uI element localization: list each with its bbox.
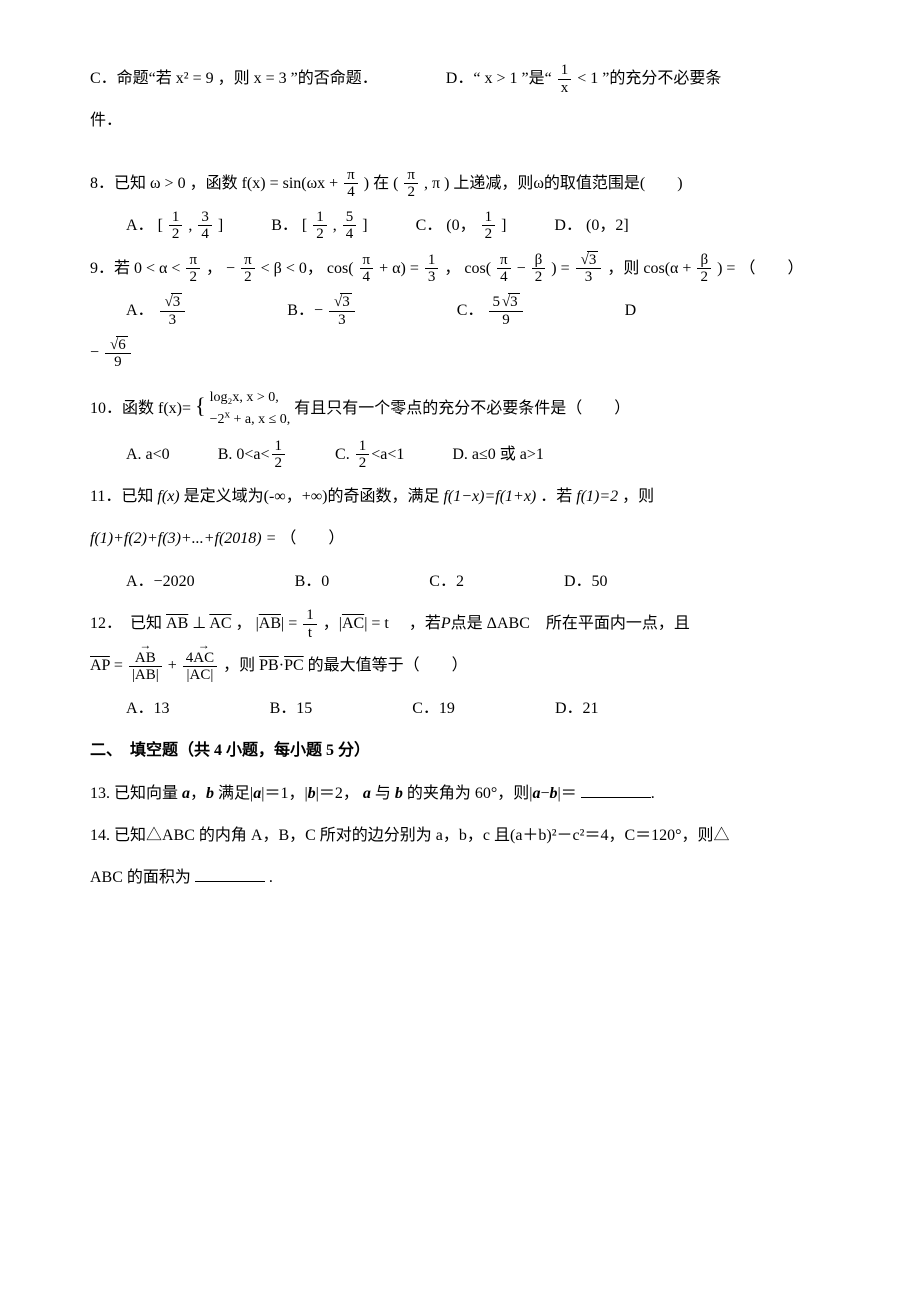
q7-d-eq: x > 1 [484, 70, 517, 87]
q7-d-pre: D．“ [446, 70, 481, 87]
q7-c-eq2: x = 3 [254, 70, 287, 87]
q11-optB: B．0 [295, 563, 330, 601]
q10-optD: D. a≤0 或 a>1 [452, 436, 544, 474]
q9-tail: − 69 [90, 334, 830, 372]
q8-optC: C． (0，12] [416, 207, 507, 245]
q9-stem: 9．若 0 < α < π2 ， − π2 < β < 0， cos( π4 +… [90, 250, 830, 288]
q12-stem2: AP = AB |AB| + 4AC |AC| ，则 PB·PC 的最大值等于（… [90, 647, 830, 685]
q12-optB: B．15 [270, 690, 313, 728]
q7-d-post: ”的充分不必要条 [602, 70, 721, 87]
q14-line1: 14. 已知△ABC 的内角 A，B，C 所对的边分别为 a，b，c 且(a＋b… [90, 817, 830, 855]
q10-optC: C. 12<a<1 [335, 436, 404, 474]
q13: 13. 已知向量 a，b 满足|a|＝1，|b|＝2， a 与 b 的夹角为 6… [90, 775, 830, 813]
q10-options: A. a<0 B. 0<a<12 C. 12<a<1 D. a≤0 或 a>1 [126, 436, 830, 474]
q11-stem: 11．已知 f(x) 是定义域为(-∞，+∞)的奇函数，满足 f(1−x)=f(… [90, 478, 830, 516]
q8-options: A． [12, 34] B． [12, 54] C． (0，12] D． (0，… [126, 207, 830, 245]
q11-options: A．−2020 B．0 C．2 D．50 [126, 563, 830, 601]
q9-options: A． 33 B．− 33 C． 539 D [126, 292, 830, 330]
q7-d-mid: ”是“ [521, 70, 551, 87]
q9-optD: D [625, 292, 637, 330]
q7-d-frac: 1 x [558, 62, 572, 96]
q8-optD: D． (0，2] [554, 207, 628, 245]
q14-line2: ABC 的面积为 . [90, 859, 830, 897]
q13-blank [581, 781, 651, 798]
q7-line1: C．命题“若 x² = 9 ，则 x = 3 ”的否命题． D．“ x > 1 … [90, 60, 830, 98]
q14-blank [195, 865, 265, 882]
q10-optA: A. a<0 [126, 436, 170, 474]
q9-optA: A． 33 [126, 292, 187, 330]
q9-optB: B．− 33 [287, 292, 356, 330]
section2-title: 二、 填空题（共 4 小题，每小题 5 分） [90, 732, 830, 770]
q12-optC: C．19 [412, 690, 455, 728]
q10-optB: B. 0<a<12 [218, 436, 287, 474]
q7-c-eq: x² = 9 [176, 70, 214, 87]
q7-tail: 件． [90, 102, 830, 140]
q7-c-pre: C．命题“若 [90, 70, 172, 87]
q12-optA: A．13 [126, 690, 170, 728]
q10-stem: 10．函数 f(x)= { log₂x, x > 0, −2x + a, x ≤… [90, 387, 830, 432]
q8-optB: B． [12, 54] [271, 207, 367, 245]
q11-optA: A．−2020 [126, 563, 195, 601]
q8-stem: 8．已知 ω > 0 ，函数 f(x) = sin(ωx + π4 ) 在 ( … [90, 165, 830, 203]
q7-c-mid: ，则 [218, 70, 250, 87]
q12-optD: D．21 [555, 690, 599, 728]
q8-optA: A． [12, 34] [126, 207, 223, 245]
q11-optD: D．50 [564, 563, 608, 601]
q11-sum: f(1)+f(2)+f(3)+...+f(2018) = （ ） [90, 520, 830, 558]
q7-d-lt: < 1 [577, 70, 598, 87]
q7-c-post: ”的否命题． [291, 70, 378, 87]
q12-options: A．13 B．15 C．19 D．21 [126, 690, 830, 728]
q11-optC: C．2 [429, 563, 464, 601]
q9-optC: C． 539 [457, 292, 525, 330]
